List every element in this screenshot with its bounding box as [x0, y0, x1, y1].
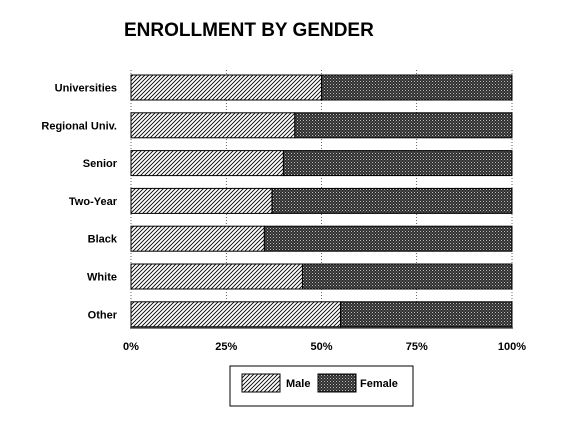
bar-male: [130, 150, 284, 177]
bar-female: [282, 150, 513, 177]
bar-female: [271, 187, 513, 214]
category-label: White: [87, 272, 117, 284]
category-labels: Universities Regional Univ. Senior Two-Year…: [41, 83, 117, 322]
bar-male: [130, 301, 342, 328]
bar-female: [294, 112, 513, 139]
chart-title: ENROLLMENT BY GENDER: [124, 20, 374, 41]
bar-male: [130, 112, 296, 139]
legend-swatch-female: [317, 373, 357, 393]
x-tick-label: 25%: [215, 341, 237, 353]
bar-female: [263, 225, 513, 252]
x-tick-label: 100%: [498, 341, 526, 353]
category-label: Regional Univ.: [41, 120, 117, 132]
category-label: Other: [88, 309, 118, 321]
bar-male: [130, 74, 322, 101]
category-label: Two-Year: [69, 196, 118, 208]
legend-swatch-male: [241, 373, 281, 393]
bar-female: [340, 301, 513, 328]
x-tick-labels: 0% 25% 50% 75% 100%: [123, 341, 526, 353]
legend: Male Female: [229, 365, 414, 407]
legend-label-male: Male: [286, 378, 310, 390]
x-tick-label: 0%: [123, 341, 139, 353]
bar-female: [301, 263, 513, 290]
category-label: Black: [88, 234, 118, 246]
x-tick-label: 75%: [406, 341, 428, 353]
bar-male: [130, 187, 273, 214]
bar-female: [321, 74, 513, 101]
legend-label-female: Female: [360, 378, 398, 390]
bar-male: [130, 263, 303, 290]
category-label: Universities: [55, 83, 117, 95]
bars: [130, 74, 513, 328]
bar-male: [130, 225, 265, 252]
x-tick-label: 50%: [310, 341, 332, 353]
category-label: Senior: [83, 158, 118, 170]
